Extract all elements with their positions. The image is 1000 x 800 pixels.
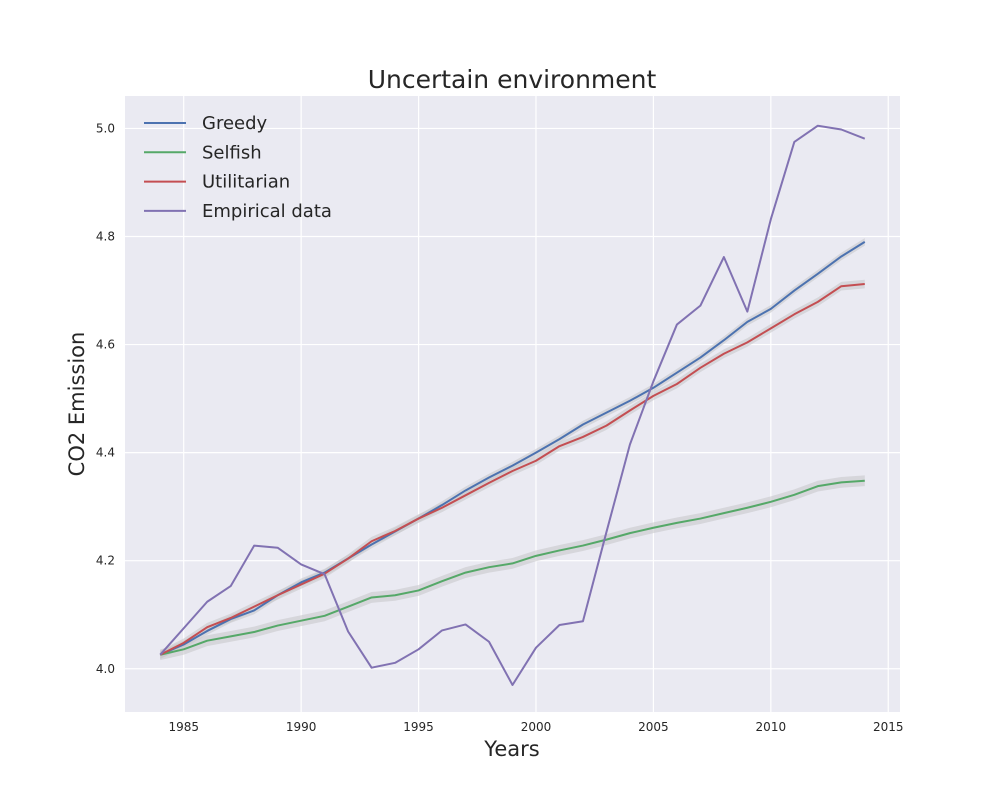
- legend-label: Empirical data: [202, 201, 332, 222]
- legend-label: Utilitarian: [202, 172, 290, 193]
- utilitarian-line: [159, 283, 865, 656]
- legend-label: Selfish: [202, 142, 262, 163]
- chart-title: Uncertain environment: [368, 65, 657, 94]
- y-tick-label: 4.2: [96, 554, 115, 568]
- x-tick-label: 1995: [403, 720, 434, 734]
- x-tick-label: 1985: [168, 720, 199, 734]
- y-axis-label: CO2 Emission: [65, 332, 89, 477]
- y-tick-label: 4.0: [96, 662, 115, 676]
- y-ticks: 4.0 4.2 4.4 4.6 4.8 5.0: [96, 121, 115, 675]
- x-tick-label: 2005: [638, 720, 669, 734]
- legend: Greedy Selfish Utilitarian Empirical data: [144, 113, 332, 222]
- x-tick-label: 2015: [873, 720, 904, 734]
- x-axis-label: Years: [483, 737, 539, 761]
- legend-label: Greedy: [202, 113, 268, 134]
- legend-item-utilitarian: Utilitarian: [144, 172, 290, 193]
- y-tick-label: 4.4: [96, 446, 115, 460]
- legend-item-greedy: Greedy: [144, 113, 268, 134]
- grid: [125, 96, 900, 712]
- series-lines: [159, 124, 866, 686]
- x-ticks: 1985 1990 1995 2000 2005 2010 2015: [168, 720, 903, 734]
- empirical-data-line: [159, 124, 866, 686]
- x-tick-label: 1990: [286, 720, 317, 734]
- selfish-line: [160, 479, 865, 656]
- legend-item-selfish: Selfish: [144, 142, 262, 163]
- x-tick-label: 2000: [521, 720, 552, 734]
- x-tick-label: 2010: [756, 720, 787, 734]
- y-tick-label: 4.8: [96, 229, 115, 243]
- y-tick-label: 5.0: [96, 121, 115, 135]
- utilitarian-band: [160, 279, 865, 660]
- y-tick-label: 4.6: [96, 338, 115, 352]
- legend-item-empirical-data: Empirical data: [144, 201, 332, 222]
